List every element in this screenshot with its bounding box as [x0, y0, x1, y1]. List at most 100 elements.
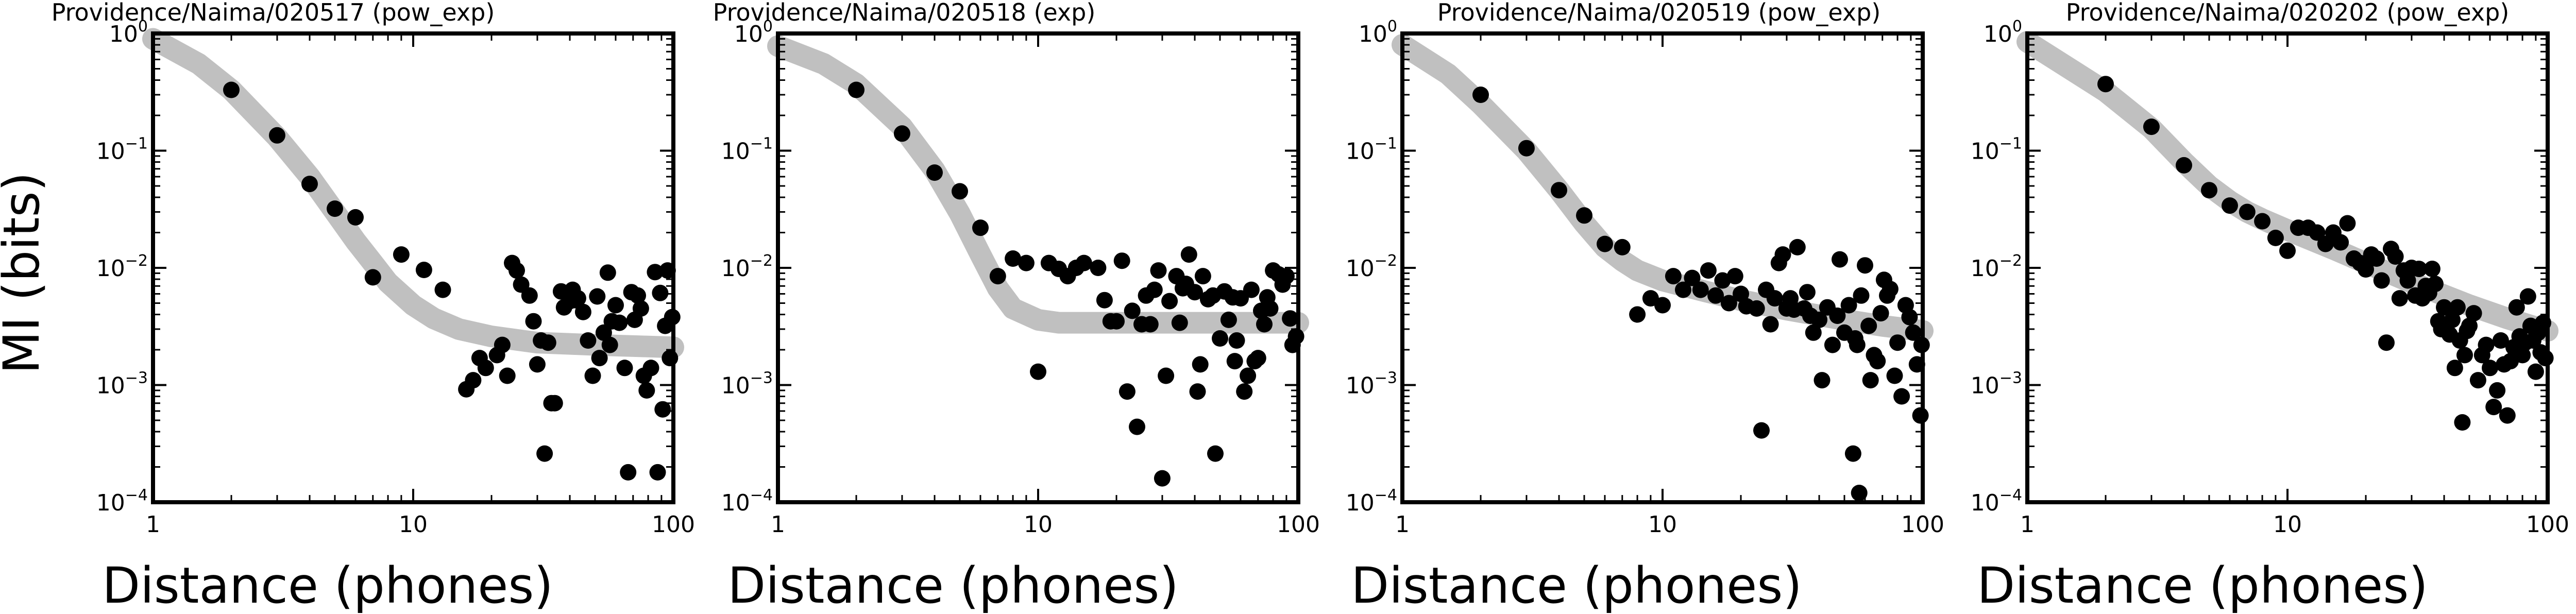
- panel-3-data-point: [1844, 445, 1861, 462]
- panel-4-data-point: [2444, 311, 2461, 328]
- panel-1-data-point: [327, 200, 343, 217]
- panel-1-data-point: [591, 350, 608, 367]
- panel-1-data-point: [616, 360, 633, 377]
- panel-4-data-point: [2176, 157, 2192, 174]
- panel-3-data-point: [1518, 140, 1535, 157]
- panel-4-x-tick-label: 100: [2526, 511, 2569, 538]
- panel-3-data-point: [1824, 336, 1841, 353]
- panel-1-data-point: [521, 287, 538, 304]
- panel-1-y-tick-label: 10−4: [96, 486, 148, 516]
- panel-1-plot-area: 1 10 100 10−4 10−3 10−2 10−1 100: [96, 18, 695, 538]
- panel-2-data-point: [1030, 363, 1046, 380]
- panel-3-data-point: [1869, 353, 1886, 370]
- panel-3-data-point: [1774, 246, 1791, 263]
- panel-3-data-point: [1860, 317, 1877, 334]
- panel-3-data-point: [1893, 388, 1910, 405]
- panel-2-data-point: [1226, 353, 1243, 370]
- panel-3-data-point: [1753, 422, 1770, 439]
- panel-4-data-point: [2519, 288, 2536, 305]
- panel-1-data-point: [223, 81, 240, 98]
- panel-3-data-point: [1882, 281, 1899, 298]
- panel-3-x-tick-label: 1: [1395, 511, 1410, 538]
- panel-3-data-point: [1733, 285, 1749, 302]
- panel-1-data-point: [595, 324, 612, 341]
- panel-2-data-point: [1113, 252, 1130, 269]
- panel-2-data-point: [1228, 332, 1245, 349]
- panel-3-data-point: [1551, 182, 1567, 199]
- panel-3-data-point: [1829, 308, 1846, 324]
- panel-4-x-tick-label: 1: [2020, 511, 2035, 538]
- panel-4-data-point: [2424, 261, 2441, 277]
- panel-2-data-point: [1249, 350, 1266, 367]
- panel-2-data-point: [1243, 281, 1260, 298]
- panel-2-data-point: [1154, 470, 1171, 487]
- panel-4-x-axis-label: Distance (phones): [1977, 557, 2428, 614]
- panel-2-y-tick-label: 100: [734, 18, 773, 47]
- panel-1-data-point: [499, 367, 516, 384]
- panel-3-data-point: [1675, 281, 1691, 298]
- panel-3-data-point: [1472, 87, 1489, 103]
- panel-2-data-point: [1192, 356, 1209, 373]
- panel-4-y-tick-label: 10−4: [1971, 486, 2022, 516]
- panel-3-data-point: [1853, 287, 1870, 304]
- panel-1-x-tick-label: 10: [399, 511, 428, 538]
- panel-3-data-point: [1665, 268, 1682, 285]
- panel-4-data-point: [2478, 336, 2495, 353]
- panel-3-data-point: [1789, 238, 1806, 255]
- panel-2-data-point: [1158, 367, 1175, 384]
- panel-2-data-point: [1236, 383, 1253, 400]
- panel-3-title: Providence/Naima/020519 (pow_exp): [1437, 0, 1881, 26]
- panel-3-data-point: [1614, 238, 1631, 255]
- panel-3-x-tick-label: 10: [1648, 511, 1677, 538]
- panel-4-y-tick-label: 100: [1984, 18, 2022, 47]
- panel-2-data-point: [1018, 254, 1035, 271]
- panel-2-data-point: [952, 183, 968, 200]
- panel-2-data-point: [1194, 268, 1211, 285]
- panel-3-data-point: [1766, 290, 1783, 307]
- panel-1-data-point: [580, 332, 597, 349]
- panel-2-x-tick-label: 10: [1024, 511, 1053, 538]
- panel-4-y-tick-label: 10−3: [1971, 369, 2022, 399]
- panel-1-title: Providence/Naima/020517 (pow_exp): [52, 0, 495, 26]
- panel-2-data-point: [1240, 367, 1257, 384]
- panel-2-data-point: [1075, 254, 1092, 271]
- panel-1-data-point: [607, 297, 624, 314]
- panel-2-data-point: [1262, 300, 1279, 317]
- panel-3-data-point: [1901, 309, 1918, 326]
- panel-3-data-point: [1597, 235, 1613, 252]
- panel-1-data-point: [662, 350, 679, 367]
- panel-4-data-point: [2514, 347, 2531, 364]
- panel-1: Providence/Naima/020517 (pow_exp) 1 10 100…: [52, 0, 695, 614]
- panel-3-y-tick-label: 10−2: [1346, 252, 1397, 282]
- panel-4-x-tick-label: 10: [2273, 511, 2302, 538]
- panel-2-data-point: [1142, 316, 1159, 333]
- panel-3-data-point: [1707, 287, 1724, 304]
- panel-4-data-point: [2489, 382, 2506, 399]
- panel-1-data-point: [642, 360, 659, 377]
- panel-3-data-point: [1684, 269, 1701, 286]
- panel-1-data-point: [415, 262, 432, 278]
- panel-4-data-point: [2499, 407, 2516, 424]
- panel-2-plot-area: 1 10 100 10−4 10−3 10−2 10−1 100: [721, 18, 1320, 538]
- panel-1-data-point: [584, 367, 601, 384]
- panel-3-y-tick-label: 10−3: [1346, 369, 1397, 399]
- panel-2-y-tick-label: 10−4: [721, 486, 773, 516]
- panel-4-title: Providence/Naima/020202 (pow_exp): [2066, 0, 2510, 26]
- panel-4-data-point: [2097, 76, 2114, 93]
- panel-3-x-axis-label: Distance (phones): [1351, 557, 1802, 614]
- panel-2-y-tick-label: 10−1: [721, 135, 773, 165]
- panel-2-title: Providence/Naima/020518 (exp): [713, 0, 1096, 26]
- panel-1-data-point: [652, 284, 669, 301]
- panel-1-data-point: [630, 287, 646, 304]
- panel-4-y-tick-label: 10−2: [1971, 252, 2022, 282]
- panel-4-data-point: [2387, 248, 2404, 265]
- panel-4-data-point: [2436, 299, 2452, 316]
- panel-1-data-point: [494, 336, 511, 353]
- panel-2-data-point: [972, 219, 989, 236]
- panel-1-y-tick-label: 10−1: [96, 135, 148, 165]
- panel-3-data-point: [1629, 306, 1646, 323]
- panel-1-data-point: [638, 382, 655, 399]
- panel-4-data-point: [2378, 334, 2395, 351]
- panel-3-data-point: [1799, 284, 1816, 301]
- panel-4-data-point: [2339, 215, 2356, 232]
